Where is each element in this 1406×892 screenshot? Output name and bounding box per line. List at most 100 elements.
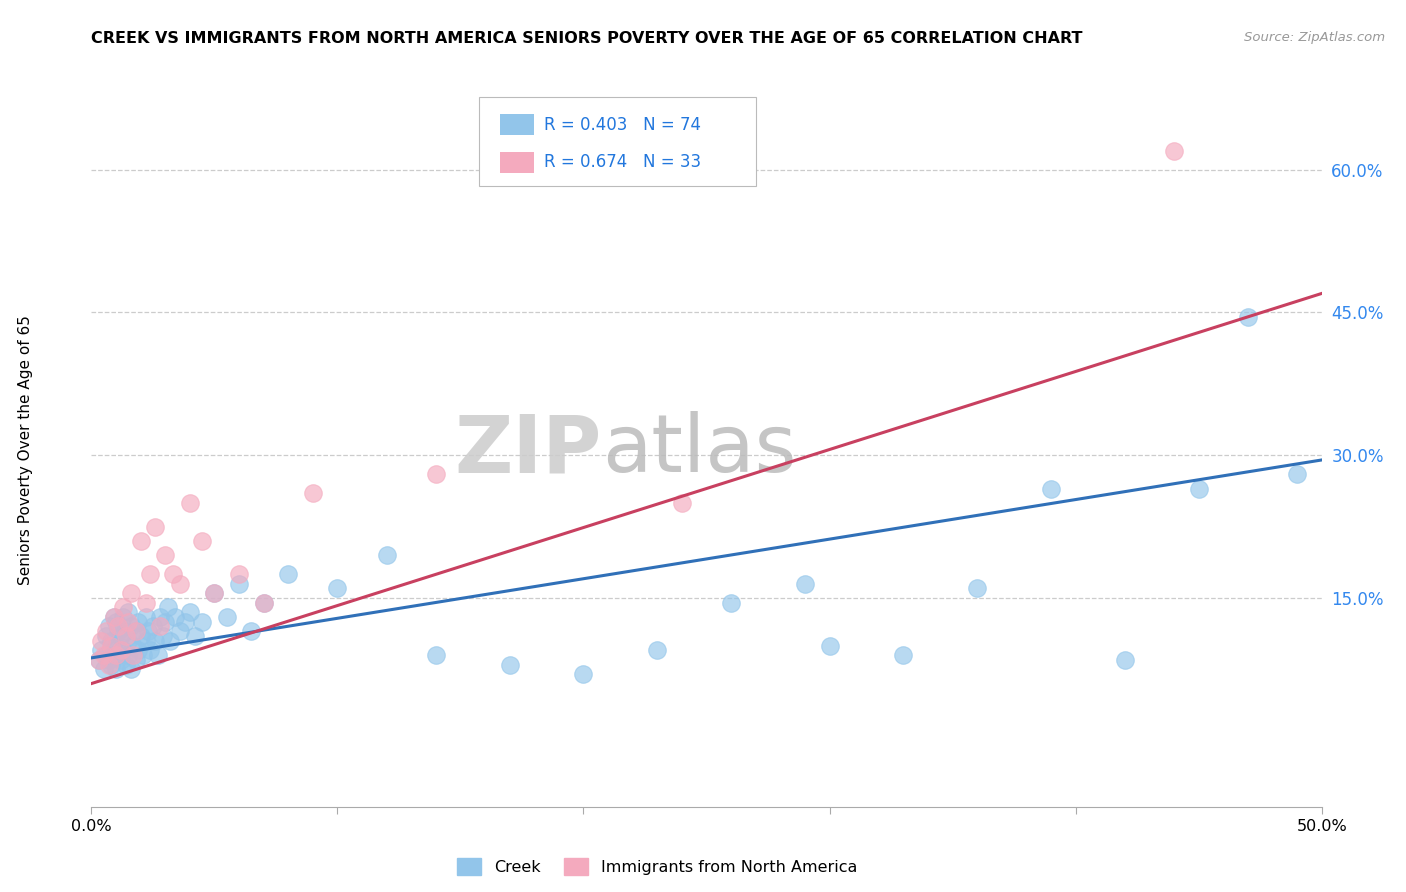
Point [891, 648, 914, 662]
Point [425, 648, 447, 662]
Point [202, 586, 225, 600]
Point [228, 576, 250, 591]
Legend: Creek, Immigrants from North America: Creek, Immigrants from North America [451, 852, 863, 881]
Point [159, 633, 181, 648]
FancyBboxPatch shape [479, 97, 756, 186]
Point [215, 610, 238, 624]
FancyBboxPatch shape [501, 152, 534, 173]
Point [326, 582, 349, 596]
Point [277, 567, 299, 582]
Point [110, 653, 132, 667]
Point [107, 619, 129, 633]
Point [1114, 653, 1136, 667]
Point [145, 519, 166, 533]
Point [96, 624, 117, 639]
Text: atlas: atlas [602, 411, 796, 490]
Point [156, 600, 179, 615]
Point [966, 582, 988, 596]
Point [301, 486, 323, 500]
Point [114, 629, 138, 643]
Point [97, 619, 120, 633]
Point [132, 648, 155, 662]
Point [1237, 310, 1260, 325]
Point [169, 624, 191, 639]
Point [1163, 144, 1185, 158]
Point [117, 615, 139, 629]
Point [149, 610, 172, 624]
Point [149, 619, 172, 633]
Point [117, 633, 139, 648]
Point [191, 615, 214, 629]
Point [145, 633, 166, 648]
Point [135, 610, 156, 624]
Text: Seniors Poverty Over the Age of 65: Seniors Poverty Over the Age of 65 [18, 316, 32, 585]
Point [117, 605, 139, 619]
Point [142, 619, 165, 633]
Point [1285, 467, 1308, 482]
Text: CREEK VS IMMIGRANTS FROM NORTH AMERICA SENIORS POVERTY OVER THE AGE OF 65 CORREL: CREEK VS IMMIGRANTS FROM NORTH AMERICA S… [91, 31, 1083, 46]
Point [135, 596, 156, 610]
Point [90, 643, 112, 657]
Point [87, 653, 110, 667]
Point [124, 624, 146, 639]
Point [129, 533, 152, 548]
Point [112, 610, 135, 624]
Point [114, 624, 138, 639]
Point [179, 496, 201, 510]
Text: R = 0.403   N = 74: R = 0.403 N = 74 [544, 116, 702, 134]
Point [136, 624, 159, 639]
Point [103, 610, 125, 624]
Point [120, 619, 142, 633]
Point [114, 657, 138, 672]
FancyBboxPatch shape [501, 114, 534, 136]
Point [127, 615, 149, 629]
Point [498, 657, 520, 672]
Point [97, 653, 120, 667]
Point [100, 633, 122, 648]
Point [174, 615, 197, 629]
Point [127, 643, 149, 657]
Point [135, 633, 156, 648]
Point [152, 629, 174, 643]
Point [253, 596, 276, 610]
Point [112, 643, 135, 657]
Point [107, 624, 129, 639]
Point [153, 615, 177, 629]
Point [117, 648, 139, 662]
Point [107, 648, 129, 662]
Point [129, 629, 152, 643]
Point [671, 496, 693, 510]
Point [139, 567, 162, 582]
Point [110, 629, 132, 643]
Point [183, 629, 207, 643]
Point [818, 639, 841, 653]
Point [105, 662, 127, 676]
Point [1187, 482, 1209, 496]
Point [97, 657, 120, 672]
Point [87, 653, 110, 667]
Point [228, 567, 250, 582]
Point [105, 648, 127, 662]
Point [163, 610, 186, 624]
Point [169, 576, 191, 591]
Point [122, 648, 145, 662]
Point [103, 643, 125, 657]
Point [100, 657, 122, 672]
Point [122, 639, 145, 653]
Point [120, 586, 142, 600]
Point [425, 467, 447, 482]
Point [253, 596, 276, 610]
Point [1039, 482, 1063, 496]
Point [93, 648, 115, 662]
Point [720, 596, 742, 610]
Point [103, 610, 125, 624]
Point [645, 643, 669, 657]
Text: Source: ZipAtlas.com: Source: ZipAtlas.com [1244, 31, 1385, 45]
Point [100, 639, 122, 653]
Text: ZIP: ZIP [454, 411, 602, 490]
Point [112, 600, 135, 615]
Point [153, 548, 177, 562]
Point [139, 643, 162, 657]
Point [105, 615, 127, 629]
Point [191, 533, 214, 548]
